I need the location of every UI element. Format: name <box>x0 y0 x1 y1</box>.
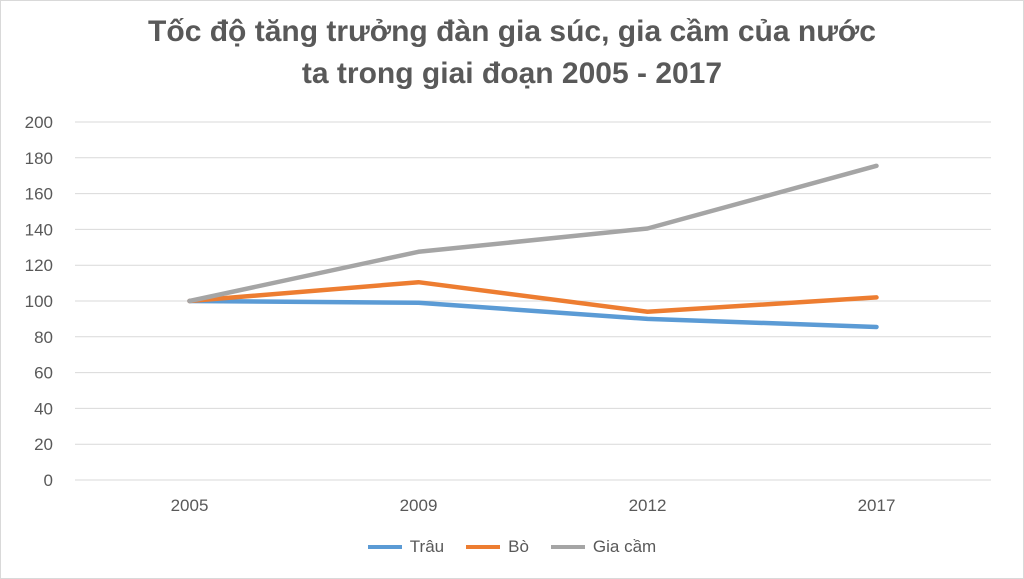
legend-item-2: Gia cầm <box>550 537 657 557</box>
y-tick-label: 180 <box>25 149 53 168</box>
y-tick-label: 20 <box>34 435 53 454</box>
x-tick-label: 2012 <box>629 496 667 515</box>
x-tick-label: 2017 <box>858 496 896 515</box>
x-tick-label: 2005 <box>171 496 209 515</box>
legend-item-0: Trâu <box>367 537 445 557</box>
chart-title-line-1: Tốc độ tăng trưởng đàn gia súc, gia cầm … <box>148 15 876 48</box>
series-line-2 <box>187 163 879 304</box>
legend-swatch <box>367 545 402 549</box>
legend-label: Bò <box>508 537 529 556</box>
y-tick-label: 160 <box>25 185 53 204</box>
legend-item-1: Bò <box>466 537 529 557</box>
y-tick-label: 0 <box>44 471 53 490</box>
series-line-0 <box>187 298 879 330</box>
y-tick-label: 100 <box>25 292 53 311</box>
series-line-1 <box>187 279 879 314</box>
legend-swatch <box>550 545 585 549</box>
y-tick-label: 200 <box>25 113 53 132</box>
legend-label: Trâu <box>409 537 445 556</box>
y-tick-label: 80 <box>34 328 53 347</box>
chart-legend: Trâu Bò Gia cầm <box>1 537 1023 557</box>
chart-title: Tốc độ tăng trưởng đàn gia súc, gia cầm … <box>1 11 1023 95</box>
x-tick-label: 2009 <box>400 496 438 515</box>
chart-title-line-2: ta trong giai đoạn 2005 - 2017 <box>301 57 723 90</box>
y-tick-label: 60 <box>34 364 53 383</box>
legend-label: Gia cầm <box>592 537 657 556</box>
legend-swatch <box>466 545 501 549</box>
y-tick-label: 40 <box>34 399 53 418</box>
y-tick-label: 140 <box>25 220 53 239</box>
y-tick-label: 120 <box>25 256 53 275</box>
